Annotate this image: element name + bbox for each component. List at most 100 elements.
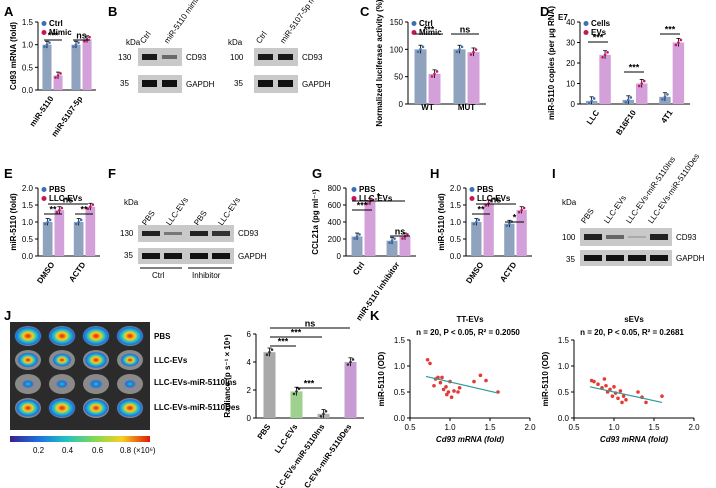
D-dot xyxy=(640,82,644,85)
K2-point-13 xyxy=(620,400,624,405)
C-sig-1: ns xyxy=(460,25,471,35)
K1-point-15 xyxy=(457,386,462,390)
blot-b-gapdh-membrane xyxy=(138,75,182,93)
C-bar-1-1 xyxy=(467,52,480,104)
D-dot xyxy=(603,53,607,57)
K1-ytick-label: 1.0 xyxy=(394,362,406,371)
J-dot xyxy=(322,412,325,416)
D-bar-2-1 xyxy=(672,42,685,104)
D-dot xyxy=(677,41,680,44)
J-dot xyxy=(349,360,352,364)
mouse-signal xyxy=(89,379,103,389)
J-dot xyxy=(324,409,328,413)
blot-b-gapdh-label: GAPDH xyxy=(186,80,215,89)
blot-f-lane-3: PBS xyxy=(192,209,209,227)
D-dot xyxy=(642,79,646,83)
K1-point-4 xyxy=(436,375,440,380)
imaging-panel: PBS LLC-EVs LLC-EVs-miR-5110Ins LLC-EVs-… xyxy=(10,322,240,455)
blot-f-cd93-membrane xyxy=(138,225,234,242)
J-sig-1: *** xyxy=(291,328,302,338)
E-bar-1-0 xyxy=(73,222,84,256)
A-bar-0-1 xyxy=(53,75,63,90)
G-ytick-label: 400 xyxy=(328,218,342,227)
C-bar-1-0 xyxy=(453,49,466,104)
H-sig-2: ns xyxy=(491,195,502,205)
E-legend-1: LLC-EVs xyxy=(49,194,83,203)
G-sig-1: * xyxy=(377,192,381,202)
A-ylabel: Cd93 mRNA (fold) xyxy=(9,22,18,90)
J-ytick-label: 2 xyxy=(247,386,252,395)
D-dot xyxy=(679,38,683,42)
H-legend-marker xyxy=(469,196,475,201)
mouse-signal xyxy=(83,398,109,418)
blot-i-cd93-band-4 xyxy=(650,234,668,240)
blot-b-lane-mimic2: miR-5107-5p mimic xyxy=(278,0,325,45)
A-dot xyxy=(83,39,86,43)
G-ylabel: CCL21a (pg ml⁻¹) xyxy=(311,189,320,255)
E-dot xyxy=(79,218,83,222)
K1-ytick-label: 0.5 xyxy=(394,388,406,397)
panel-label-b: B xyxy=(108,4,117,19)
mouse-signal xyxy=(48,326,76,346)
K2-point-2 xyxy=(596,382,600,387)
E-ytick-label: 0.5 xyxy=(22,235,34,244)
E-dot xyxy=(55,210,59,214)
C-ylabel: Normalized luciferase activity (%) xyxy=(375,0,384,127)
G-ytick-label: 200 xyxy=(328,235,342,244)
K1-xtick-label: 1.5 xyxy=(484,423,496,432)
panel-label-c: C xyxy=(360,4,370,19)
C-legend-marker xyxy=(411,21,417,26)
H-ytick-label: 1.0 xyxy=(450,218,462,227)
A-dot xyxy=(59,72,62,75)
A-xlabel-1: miR-5107-5p xyxy=(50,94,85,138)
K2-xtick-label: 1.5 xyxy=(648,423,660,432)
K1-point-18 xyxy=(484,378,488,383)
K2-ytick-label: 1.5 xyxy=(558,336,570,345)
panel-label-d: D xyxy=(540,4,549,19)
G-legend-marker xyxy=(351,196,357,201)
H-dot xyxy=(508,222,511,225)
blot-f-gapdh-membrane xyxy=(138,248,234,264)
G-sig-2: ns xyxy=(395,227,406,237)
C-dot xyxy=(419,48,422,51)
G-xlabel-0: Ctrl xyxy=(351,260,366,276)
J-ylabel: Radiance (p s⁻¹ × 10⁶) xyxy=(223,334,232,418)
D-sig-1: *** xyxy=(629,63,640,73)
G-bar-0-1 xyxy=(364,201,376,256)
blot-i-gapdh-band-3 xyxy=(628,255,646,261)
A-dot xyxy=(48,41,51,44)
D-xlabel-2: 4T1 xyxy=(659,108,675,125)
G-dot xyxy=(401,237,404,240)
K2-point-18 xyxy=(644,400,648,405)
E-dot xyxy=(74,222,78,226)
G-dot xyxy=(358,233,361,236)
A-bar-1-1 xyxy=(82,39,92,90)
H-dot xyxy=(520,208,523,212)
mouse-signal xyxy=(14,326,42,346)
J-xlabel-1: LLC-EVs xyxy=(273,422,300,455)
H-legend-1: LLC-EVs xyxy=(477,194,511,203)
blot-i-gapdh-band-2 xyxy=(606,255,624,261)
D-dot xyxy=(661,97,664,101)
blot-i-mw-35: 35 xyxy=(566,255,575,264)
C-dot xyxy=(430,75,434,78)
blot-f-lane-4: LLC-EVs xyxy=(216,196,242,227)
A-legend-marker xyxy=(41,21,47,26)
K2-point-14 xyxy=(621,394,626,398)
blot-f-gapdh-band-2 xyxy=(164,253,182,259)
blot-i-lane-1: PBS xyxy=(579,207,596,225)
K1-xtick-label: 0.5 xyxy=(404,423,416,432)
blot-b-kda-right: kDa xyxy=(228,38,243,47)
H-ylabel: miR-5110 (fold) xyxy=(437,193,446,251)
imaging-scale-02: 0.2 xyxy=(33,446,45,455)
J-dot xyxy=(319,415,323,418)
J-ytick-label: 4 xyxy=(247,358,252,367)
blot-b-mw-100: 100 xyxy=(230,53,244,62)
A-ytick-label: 1.5 xyxy=(22,18,34,27)
J-bar-3-0 xyxy=(344,362,357,418)
mouse-signal xyxy=(55,379,69,389)
G-dot xyxy=(355,235,359,238)
J-dot xyxy=(292,392,296,396)
panel-label-e: E xyxy=(4,166,13,181)
E-dot xyxy=(86,207,90,211)
